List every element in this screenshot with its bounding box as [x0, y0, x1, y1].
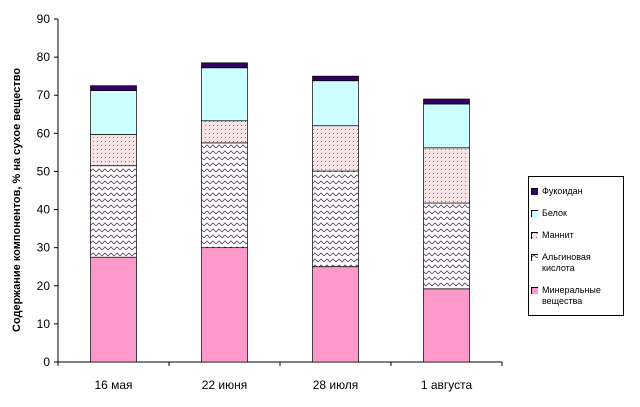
- y-tick-label: 90: [37, 12, 51, 26]
- legend: Фукоидан Белок Маннит Альгиновая кислота Мин…: [528, 176, 624, 316]
- legend-label: Белок: [542, 207, 567, 218]
- legend-label: Минеральные вещества: [542, 284, 601, 306]
- legend-item: Белок: [531, 208, 621, 219]
- y-tick-label: 20: [37, 279, 51, 293]
- bar-segment: [90, 134, 137, 167]
- legend-label: Фукоидан: [542, 185, 583, 196]
- y-tick-label: 30: [37, 241, 51, 255]
- legend-item: Маннит: [531, 230, 621, 241]
- bar-segment: [312, 170, 359, 268]
- legend-item: Минеральные вещества: [531, 285, 621, 307]
- bar-segment: [423, 103, 470, 149]
- bar-segment: [312, 75, 359, 82]
- bar-segment: [312, 125, 359, 172]
- legend-item: Фукоидан: [531, 186, 621, 197]
- bar-segment: [90, 165, 137, 258]
- x-tick-label: 16 мая: [94, 378, 132, 392]
- bar-segment: [201, 120, 248, 144]
- y-tick-label: 80: [37, 50, 51, 64]
- bar-segment: [201, 247, 248, 363]
- y-tick-label: 50: [37, 164, 51, 178]
- x-tick-label: 22 июня: [202, 378, 248, 392]
- legend-label: Маннит: [542, 229, 574, 240]
- y-tick-label: 70: [37, 88, 51, 102]
- bar-segment: [423, 288, 470, 363]
- legend-swatch: [531, 286, 538, 294]
- y-axis-label: Содержание компонентов, % на сухое вещес…: [11, 68, 23, 332]
- bar-segment: [90, 90, 137, 135]
- x-tick-label: 28 июля: [313, 378, 359, 392]
- y-tick-label: 60: [37, 126, 51, 140]
- bar-segment: [201, 67, 248, 122]
- x-tick-label: 1 августа: [421, 378, 473, 392]
- legend-label: Альгиновая кислота: [542, 251, 591, 273]
- bar-segment: [90, 85, 137, 91]
- y-tick-label: 10: [37, 317, 51, 331]
- bar-segment: [312, 266, 359, 363]
- legend-swatch: [531, 209, 538, 217]
- legend-swatch: [531, 187, 538, 195]
- bar-segment: [201, 62, 248, 69]
- y-tick-label: 0: [43, 355, 50, 369]
- bar-segment: [90, 256, 137, 363]
- bar-segment: [423, 147, 470, 204]
- y-tick-label: 40: [37, 203, 51, 217]
- bar-segment: [423, 202, 470, 290]
- legend-swatch: [531, 253, 538, 261]
- bar-segment: [201, 142, 248, 249]
- legend-swatch: [531, 231, 538, 239]
- bar-segment: [312, 80, 359, 127]
- bar-segment: [423, 98, 470, 105]
- legend-item: Альгиновая кислота: [531, 252, 621, 274]
